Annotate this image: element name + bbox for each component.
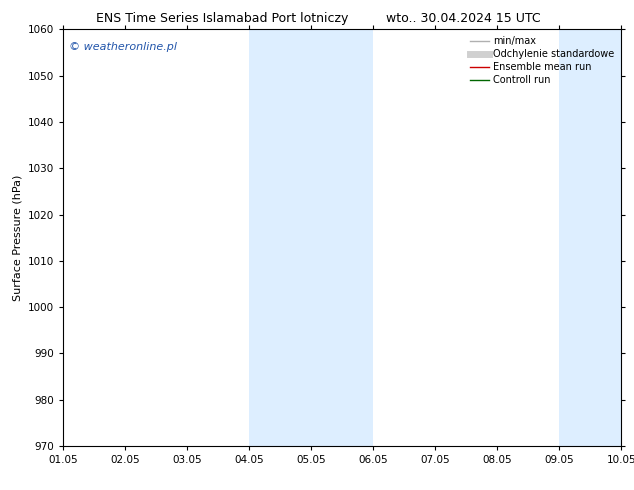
Text: ENS Time Series Islamabad Port lotniczy: ENS Time Series Islamabad Port lotniczy [96,12,348,25]
Legend: min/max, Odchylenie standardowe, Ensemble mean run, Controll run: min/max, Odchylenie standardowe, Ensembl… [468,34,616,87]
Bar [311,29,373,446]
Bar [249,29,311,446]
Bar [559,29,621,446]
Text: wto.. 30.04.2024 15 UTC: wto.. 30.04.2024 15 UTC [385,12,540,25]
Y-axis label: Surface Pressure (hPa): Surface Pressure (hPa) [13,174,23,301]
Text: © weatheronline.pl: © weatheronline.pl [69,42,177,52]
